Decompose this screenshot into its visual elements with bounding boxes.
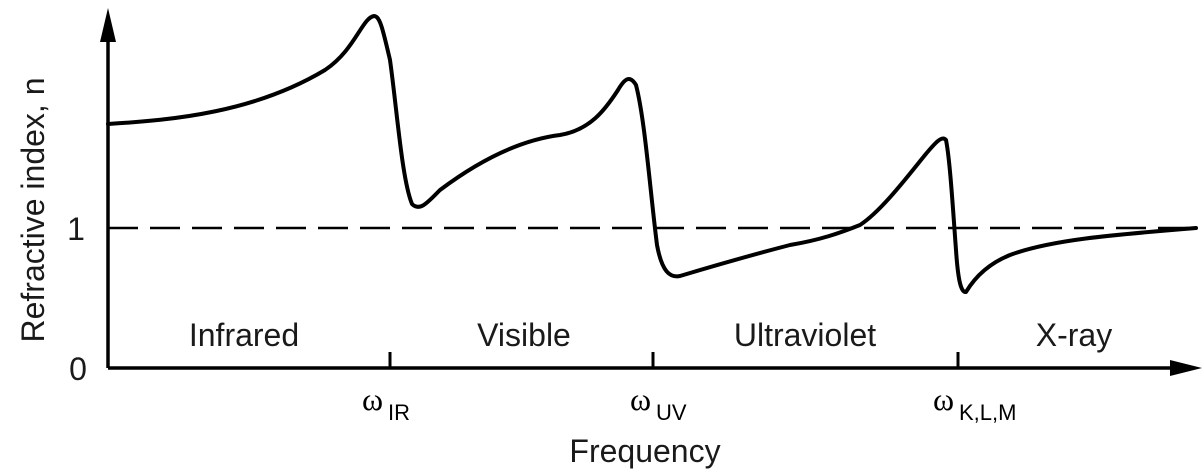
y-axis-label: Refractive index, n — [15, 77, 51, 342]
omega-ir-subscript: IR — [388, 400, 410, 425]
omega-uv-label: ω UV — [630, 381, 687, 425]
region-ultraviolet: Ultraviolet — [734, 317, 876, 353]
y-tick-0: 0 — [69, 351, 87, 387]
region-xray: X-ray — [1036, 317, 1112, 353]
omega-klm-subscript: K,L,M — [959, 400, 1016, 425]
omega-ir-label: ω IR — [362, 381, 410, 425]
dispersion-curve — [106, 14, 1198, 294]
region-infrared: Infrared — [189, 317, 299, 353]
region-visible: Visible — [477, 317, 571, 353]
omega-klm-label: ω K,L,M — [933, 381, 1016, 425]
omega-ir-symbol: ω — [362, 381, 383, 417]
y-axis-arrowhead — [100, 8, 116, 42]
omega-uv-subscript: UV — [656, 400, 687, 425]
x-axis-label: Frequency — [569, 433, 720, 469]
omega-klm-symbol: ω — [933, 381, 954, 417]
omega-uv-symbol: ω — [630, 381, 651, 417]
x-axis-arrowhead — [1170, 360, 1202, 376]
y-tick-1: 1 — [67, 211, 85, 247]
